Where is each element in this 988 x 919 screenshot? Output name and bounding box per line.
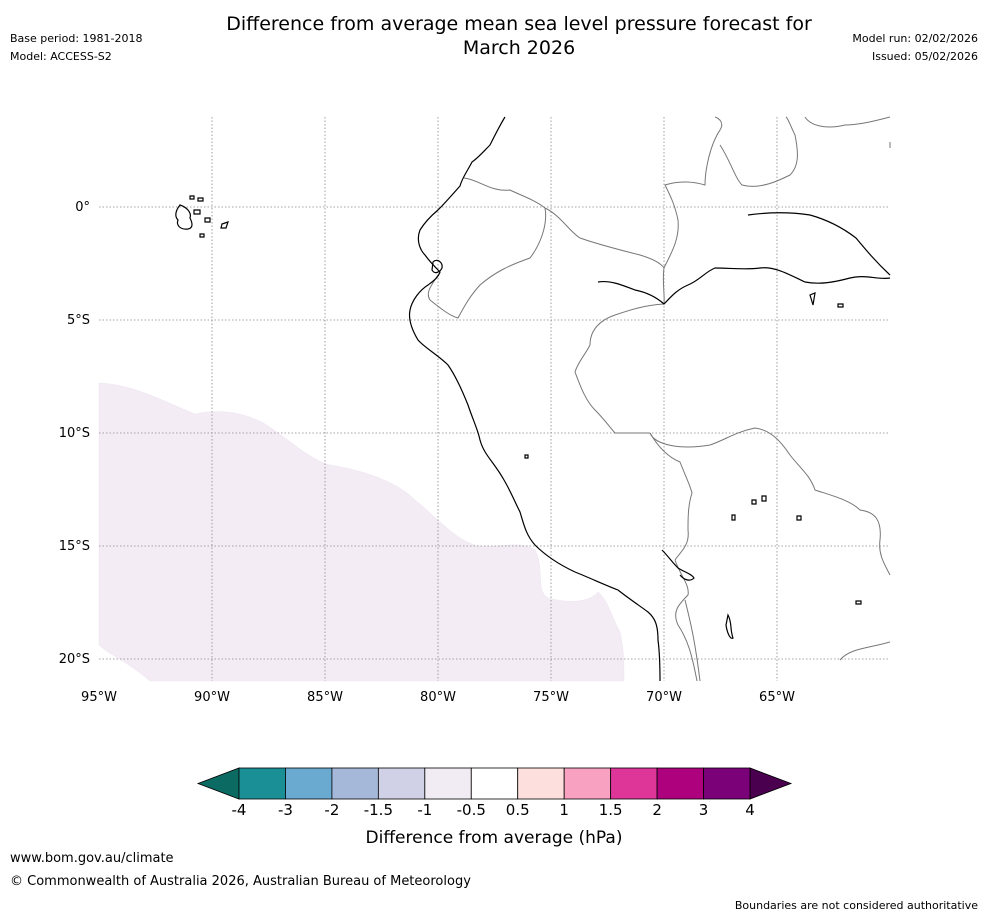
lon-label: 80°W <box>420 690 456 705</box>
colorbar-segment <box>331 767 379 800</box>
anomaly-shading <box>98 382 625 682</box>
colorbar-tick-label: -3 <box>278 801 293 819</box>
lat-label: 5°S <box>67 313 90 328</box>
metadata-left: Base period: 1981-2018 Model: ACCESS-S2 <box>10 30 142 66</box>
colorbar-under-arrow <box>196 767 240 800</box>
longitude-labels: 95°W 90°W 85°W 80°W 75°W 70°W 65°W <box>81 690 795 705</box>
colorbar-tick-label: -1 <box>417 801 432 819</box>
title-line-1: Difference from average mean sea level p… <box>226 13 812 35</box>
map-title: Difference from average mean sea level p… <box>150 12 888 60</box>
title-line-2: March 2026 <box>462 37 576 59</box>
lon-label: 70°W <box>646 690 682 705</box>
base-period-text: Base period: 1981-2018 <box>10 32 143 45</box>
boundaries-note: Boundaries are not considered authoritat… <box>734 899 978 912</box>
map-area: 0° 5°S 10°S 15°S 20°S 95°W 90°W 85°W 80°… <box>59 116 891 705</box>
colorbar-segment <box>656 767 704 800</box>
lon-label: 95°W <box>81 690 117 705</box>
colorbar-tick-label: 2 <box>652 801 662 819</box>
colorbar-segment <box>377 767 426 800</box>
colorbar-tick-label: -0.5 <box>457 801 486 819</box>
website-url: www.bom.gov.au/climate <box>10 851 174 866</box>
colorbar: -4 -3 -2 -1.5 -1 -0.5 0.5 1 1.5 2 3 4 Difference fr… <box>196 767 793 848</box>
colorbar-tick-label: -1.5 <box>364 801 393 819</box>
lon-label: 65°W <box>759 690 795 705</box>
colorbar-segment <box>610 767 658 800</box>
colorbar-segment <box>285 767 333 800</box>
gridlines <box>99 117 890 681</box>
colorbar-tick-label: 4 <box>745 801 755 819</box>
colorbar-segment <box>563 767 612 800</box>
lon-label: 75°W <box>533 690 569 705</box>
lon-label: 90°W <box>194 690 230 705</box>
colorbar-segment <box>470 767 519 800</box>
colorbar-tick-label: 1 <box>559 801 569 819</box>
colorbar-tick-label: 0.5 <box>506 801 530 819</box>
colorbar-over-arrow <box>749 767 793 800</box>
metadata-right: Model run: 02/02/2026 Issued: 05/02/2026 <box>852 30 978 66</box>
colorbar-segment <box>703 767 751 800</box>
model-run-text: Model run: 02/02/2026 <box>852 32 978 45</box>
colorbar-tick-labels: -4 -3 -2 -1.5 -1 -0.5 0.5 1 1.5 2 3 4 <box>232 801 755 819</box>
colorbar-segment <box>424 767 472 800</box>
coastlines <box>175 116 891 682</box>
colorbar-tick-label: -4 <box>232 801 247 819</box>
issued-text: Issued: 05/02/2026 <box>871 50 978 63</box>
colorbar-tick-label: 1.5 <box>599 801 623 819</box>
colorbar-segments <box>238 767 751 800</box>
colorbar-segment <box>517 767 565 800</box>
lat-label: 20°S <box>59 652 90 667</box>
colorbar-tick-label: -2 <box>324 801 339 819</box>
colorbar-tick-label: 3 <box>699 801 709 819</box>
lon-label: 85°W <box>307 690 343 705</box>
lat-label: 15°S <box>59 539 90 554</box>
country-borders <box>427 116 891 682</box>
colorbar-title: Difference from average (hPa) <box>366 828 623 848</box>
model-text: Model: ACCESS-S2 <box>10 50 112 63</box>
lat-label: 10°S <box>59 426 90 441</box>
lat-label: 0° <box>75 200 90 215</box>
latitude-labels: 0° 5°S 10°S 15°S 20°S <box>59 200 90 667</box>
colorbar-segment <box>238 767 286 800</box>
copyright-text: © Commonwealth of Australia 2026, Austra… <box>10 874 471 889</box>
